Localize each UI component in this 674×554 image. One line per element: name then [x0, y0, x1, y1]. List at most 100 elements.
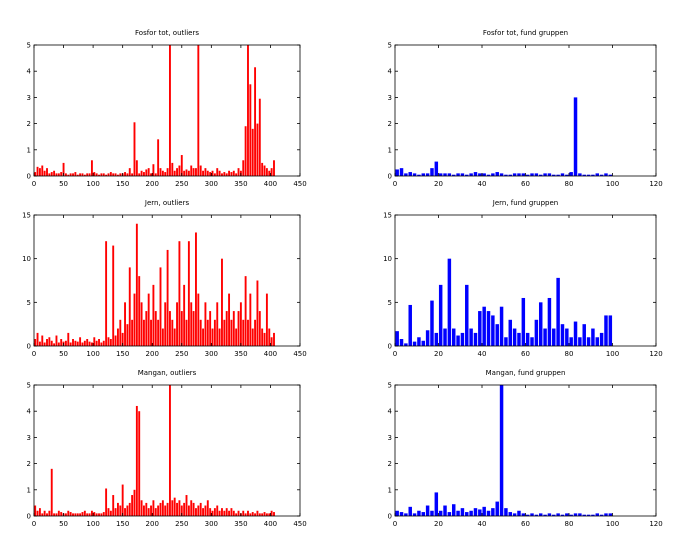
- x-tick-label: 350: [234, 180, 247, 188]
- bar: [573, 321, 578, 346]
- bar: [225, 508, 228, 516]
- bar: [34, 172, 37, 176]
- bar: [251, 128, 254, 176]
- bar: [204, 302, 207, 346]
- bar: [556, 513, 560, 516]
- bar: [50, 340, 53, 346]
- bar: [560, 324, 565, 346]
- bar: [447, 512, 452, 516]
- bar: [64, 340, 67, 346]
- x-tick-label: 120: [649, 350, 662, 358]
- x-tick-label: 450: [293, 350, 306, 358]
- bar: [114, 173, 117, 176]
- bar: [552, 174, 556, 176]
- bar: [521, 297, 526, 346]
- bar: [114, 335, 117, 346]
- bar: [121, 484, 124, 516]
- bar: [152, 164, 155, 176]
- bar: [166, 168, 169, 176]
- bar: [164, 302, 167, 346]
- bar: [249, 293, 252, 346]
- bar: [232, 311, 235, 346]
- bar: [105, 174, 108, 176]
- bar: [90, 342, 93, 346]
- y-tick-label: 2: [27, 460, 31, 468]
- bar: [116, 328, 119, 346]
- bar: [161, 500, 164, 516]
- bar: [265, 168, 268, 176]
- bar: [154, 173, 157, 176]
- bar: [478, 311, 482, 346]
- bar: [81, 512, 84, 516]
- bar: [150, 505, 152, 516]
- bar: [140, 302, 143, 346]
- bar: [211, 170, 214, 176]
- bar: [126, 173, 129, 176]
- bar: [499, 385, 504, 516]
- chart-panel-6: Mangan, fund gruppen 0 20 40 60 80 100 120 0 1 2 3 4…: [388, 369, 663, 528]
- bar: [140, 500, 143, 516]
- bar: [195, 232, 197, 346]
- bar: [135, 223, 138, 346]
- x-tick-label: 250: [175, 520, 188, 528]
- bar: [138, 276, 141, 346]
- x-tick-label: 100: [606, 350, 619, 358]
- bar: [434, 492, 439, 516]
- bar: [107, 337, 110, 346]
- bar: [421, 340, 426, 346]
- bar: [157, 505, 160, 516]
- bar: [81, 173, 84, 176]
- bar: [157, 139, 160, 176]
- bar: [530, 337, 534, 346]
- bar: [591, 174, 595, 176]
- chart-title: Jern, outliers: [144, 199, 190, 207]
- bar: [521, 513, 526, 516]
- bar: [573, 513, 578, 516]
- bar: [176, 302, 178, 346]
- bar: [216, 302, 219, 346]
- bar: [107, 173, 110, 176]
- y-tick-label: 15: [383, 212, 392, 220]
- bar: [192, 168, 195, 176]
- bar: [131, 173, 134, 176]
- x-tick-label: 450: [293, 180, 306, 188]
- bar: [112, 245, 115, 346]
- bar: [456, 335, 460, 346]
- bar: [88, 513, 91, 516]
- bar: [244, 126, 247, 176]
- bar: [166, 502, 169, 516]
- bar: [218, 170, 221, 176]
- bar: [109, 339, 112, 346]
- chart-panel-2: Fosfor tot, fund gruppen 0 20 40 60 80 100 120 0…: [388, 29, 663, 188]
- bar: [183, 502, 186, 516]
- bar: [218, 510, 221, 516]
- y-tick-label: 4: [388, 408, 393, 416]
- bar: [538, 513, 543, 516]
- bar: [512, 173, 517, 176]
- bar: [534, 514, 539, 516]
- bar: [256, 280, 259, 346]
- bar: [76, 174, 79, 176]
- bar: [228, 510, 231, 516]
- bar: [478, 173, 482, 176]
- bar: [133, 489, 136, 516]
- x-tick-label: 50: [59, 180, 68, 188]
- bar: [178, 165, 181, 176]
- bar: [112, 495, 115, 516]
- bar: [83, 340, 86, 346]
- bar: [36, 510, 39, 516]
- bar: [556, 174, 560, 176]
- bar: [595, 173, 600, 176]
- bar: [107, 508, 110, 516]
- bar: [223, 319, 226, 346]
- bar: [508, 319, 513, 346]
- bar: [244, 513, 247, 516]
- bar: [138, 173, 141, 176]
- bar: [169, 311, 171, 346]
- bar: [95, 173, 98, 176]
- y-tick-label: 2: [388, 460, 392, 468]
- bar: [447, 173, 452, 176]
- bar: [34, 505, 37, 516]
- bar: [169, 45, 171, 176]
